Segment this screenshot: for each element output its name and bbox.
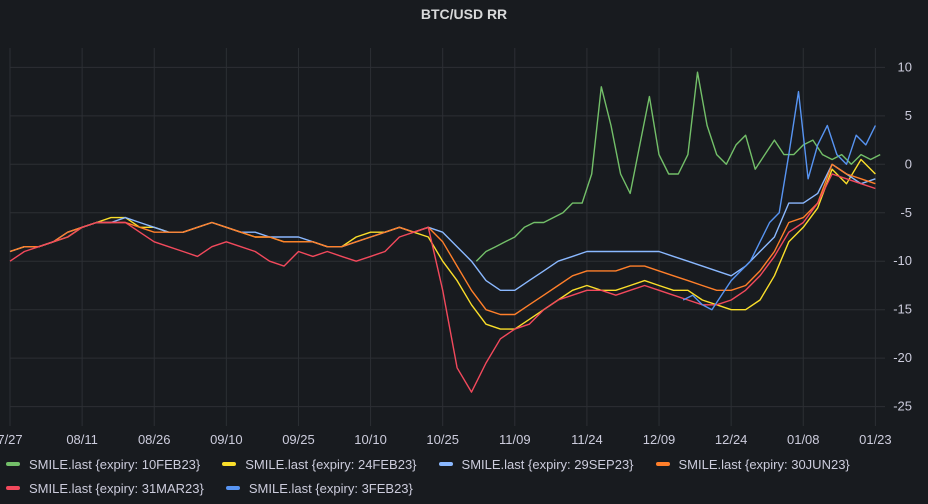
- y-tick-label: 5: [905, 108, 912, 123]
- series-layer: [9, 71, 881, 393]
- legend-label: SMILE.last {expiry: 3FEB23}: [248, 480, 413, 496]
- x-tick-label: 7/27: [0, 432, 23, 447]
- grid-lines: [9, 48, 885, 426]
- legend-label: SMILE.last {expiry: 10FEB23}: [29, 456, 201, 472]
- legend-item-24feb23[interactable]: SMILE.last {expiry: 24FEB23}: [222, 456, 417, 472]
- y-tick-label: 10: [898, 59, 912, 74]
- legend-row-2: SMILE.last {expiry: 31MAR23} SMILE.last …: [6, 476, 926, 500]
- x-tick-label: 10/25: [426, 432, 459, 447]
- x-tick-label: 10/10: [354, 432, 387, 447]
- y-tick-label: 0: [905, 156, 912, 171]
- series-line-4[interactable]: [9, 173, 876, 393]
- legend-label: SMILE.last {expiry: 29SEP23}: [461, 456, 634, 472]
- legend-label: SMILE.last {expiry: 31MAR23}: [29, 480, 204, 496]
- series-line-0[interactable]: [475, 71, 881, 262]
- chart-title: BTC/USD RR: [420, 6, 508, 22]
- x-tick-label: 01/23: [859, 432, 892, 447]
- legend-label: SMILE.last {expiry: 24FEB23}: [245, 456, 417, 472]
- legend-swatch: [655, 462, 670, 466]
- x-axis: 7/27 08/11 08/26 09/10 09/25 10/10 10/25 11/09 1…: [0, 432, 892, 447]
- legend: SMILE.last {expiry: 10FEB23} SMILE.last …: [6, 452, 926, 500]
- legend-swatch: [225, 486, 240, 490]
- y-tick-label: -5: [900, 205, 912, 220]
- y-tick-label: -25: [893, 399, 912, 414]
- x-tick-label: 09/25: [282, 432, 315, 447]
- plot-area[interactable]: 7/27 08/11 08/26 09/10 09/25 10/10 10/25 11/09 1…: [0, 0, 928, 452]
- series-line-3[interactable]: [9, 163, 876, 316]
- x-tick-label: 01/08: [787, 432, 820, 447]
- legend-swatch: [222, 462, 237, 466]
- legend-item-29sep23[interactable]: SMILE.last {expiry: 29SEP23}: [438, 456, 634, 472]
- legend-swatch: [438, 462, 453, 466]
- y-tick-label: -20: [893, 350, 912, 365]
- series-line-2[interactable]: [9, 163, 876, 291]
- legend-item-3feb23[interactable]: SMILE.last {expiry: 3FEB23}: [225, 480, 413, 496]
- series-line-5[interactable]: [682, 90, 877, 311]
- x-tick-label: 09/10: [210, 432, 243, 447]
- x-tick-label: 11/09: [499, 432, 531, 447]
- legend-swatch: [6, 486, 20, 490]
- x-tick-label: 11/24: [571, 432, 603, 447]
- x-tick-label: 08/11: [66, 432, 98, 447]
- legend-item-31mar23[interactable]: SMILE.last {expiry: 31MAR23}: [6, 481, 204, 496]
- y-tick-label: -15: [893, 302, 912, 317]
- x-tick-label: 12/09: [643, 432, 676, 447]
- y-axis: 10 5 0 -5 -10 -15 -20 -25: [893, 59, 912, 413]
- x-tick-label: 08/26: [138, 432, 171, 447]
- x-tick-label: 12/24: [715, 432, 748, 447]
- legend-label: SMILE.last {expiry: 30JUN23}: [678, 456, 850, 472]
- legend-item-30jun23[interactable]: SMILE.last {expiry: 30JUN23}: [655, 456, 850, 472]
- y-tick-label: -10: [893, 253, 912, 268]
- legend-item-10feb23[interactable]: SMILE.last {expiry: 10FEB23}: [6, 457, 200, 472]
- legend-swatch: [6, 462, 20, 466]
- legend-row-1: SMILE.last {expiry: 10FEB23} SMILE.last …: [6, 452, 926, 476]
